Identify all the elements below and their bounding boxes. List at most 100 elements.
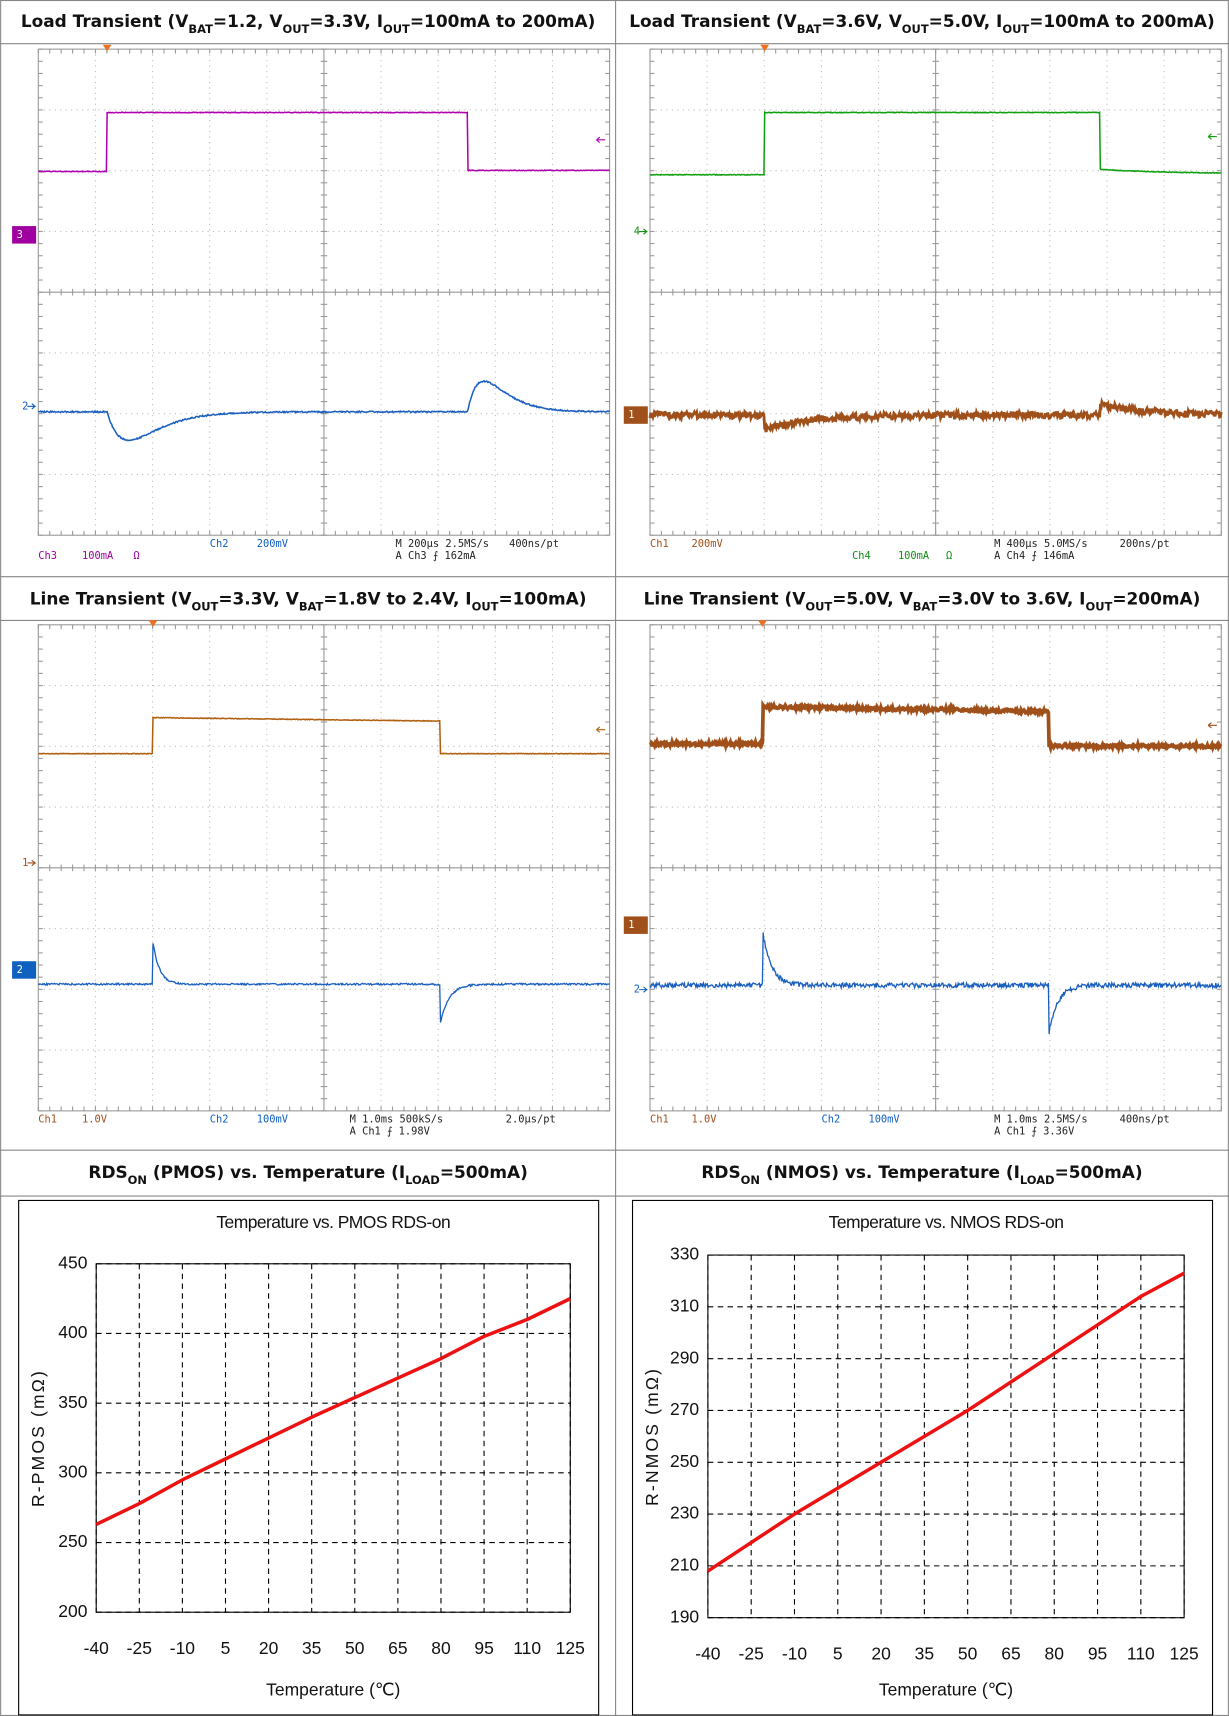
scope-readout: 1.0V [692,1114,717,1126]
channel-marker: 1 [628,919,634,931]
subscript: OUT [282,21,309,35]
x-tick-label: 95 [1088,1643,1107,1663]
scope-readout: A Ch4 ⨍ 146mA [994,550,1075,562]
scope-readout: M 400µs 5.0MS/s [994,538,1088,550]
scope-readout: A Ch3 ⨍ 162mA [395,550,476,562]
heading-text: =5.0V, V [832,589,913,609]
heading-text: =500mA) [1055,1162,1143,1182]
y-tick-label: 230 [670,1503,699,1523]
channel-marker: 2 [17,964,23,976]
subscript: OUT [191,599,218,613]
y-tick-label: 300 [58,1461,87,1481]
subscript: OUT [805,599,832,613]
heading-text: =500mA) [440,1162,528,1182]
scope-readout: Ch1 [38,1114,57,1126]
x-tick-label: 125 [556,1638,585,1658]
heading-text: =100mA) [498,589,586,609]
scope-readout: Ch4 [852,550,871,562]
channel-marker: 1 [628,409,634,421]
scope-readout: Ch2 [821,1114,840,1126]
y-tick-label: 250 [58,1531,87,1551]
heading-text: (NMOS) vs. Temperature (I [760,1162,1020,1182]
scope-readout: Ch2 [210,538,229,550]
x-tick-label: 35 [302,1638,321,1658]
x-tick-label: -40 [695,1643,721,1663]
scope-readout: M 1.0ms 500kS/s [350,1114,444,1126]
datasheet-page: Load Transient (VBAT=1.2, VOUT=3.3V, IOU… [0,0,1229,1716]
y-tick-label: 200 [58,1601,87,1621]
scope-readout: A Ch1 ⨍ 3.36V [994,1126,1074,1138]
subscript: OUT [472,599,499,613]
heading-text: RDS [701,1162,740,1182]
x-tick-label: 125 [1170,1643,1199,1663]
scope-readout: Ω [133,550,139,562]
x-tick-label: 20 [259,1638,279,1658]
subscript: LOAD [1020,1173,1055,1187]
x-tick-label: -25 [739,1643,764,1663]
heading-text: =100mA to 200mA) [1029,11,1215,31]
y-tick-label: 330 [670,1244,699,1264]
chart-title: Temperature vs. NMOS RDS-on [829,1212,1064,1232]
x-tick-label: 110 [1127,1643,1155,1663]
heading-text: =3.0V to 3.6V, I [937,589,1085,609]
heading-text: (PMOS) vs. Temperature (I [147,1162,405,1182]
x-tick-label: -25 [127,1638,152,1658]
scope-readout: Ch1 [650,1114,669,1126]
y-tick-label: 270 [670,1399,699,1419]
y-axis-label: R-NMOS (mΩ) [642,1367,662,1506]
heading-text: =100mA to 200mA) [410,11,596,31]
heading-text: Line Transient (V [644,589,807,609]
heading-text: Load Transient (V [21,11,189,31]
y-axis-label: R-PMOS (mΩ) [28,1369,48,1507]
heading-text: =200mA) [1112,589,1200,609]
x-axis-label: Temperature (℃) [266,1679,400,1699]
heading-text: =3.6V, V [821,11,902,31]
scope-readout: Ch3 [38,550,57,562]
subscript: OUT [383,21,410,35]
scope-readout: 200mV [692,538,723,550]
subscript: BAT [913,599,938,613]
scope-readout: 200mV [257,538,288,550]
x-tick-label: 50 [958,1643,978,1663]
heading-text: Load Transient (V [629,11,797,31]
subscript: ON [741,1173,760,1187]
x-tick-label: 80 [1045,1643,1065,1663]
channel-marker: 3 [17,229,23,241]
heading-text: =5.0V, I [929,11,1003,31]
scope-readout: 200ns/pt [1120,538,1170,550]
heading-text: =1.8V to 2.4V, I [323,589,471,609]
y-tick-label: 250 [670,1451,699,1471]
x-tick-label: 95 [474,1638,493,1658]
subscript: OUT [1002,21,1029,35]
heading-text: =3.3V, I [309,11,383,31]
chart-title: Temperature vs. PMOS RDS-on [216,1212,450,1232]
x-tick-label: -10 [170,1638,196,1658]
y-tick-label: 190 [670,1606,699,1626]
x-tick-label: 110 [513,1638,541,1658]
scope-readout: Ω [946,550,952,562]
scope-readout: Ch1 [650,538,669,550]
scope-readout: 100mV [257,1114,288,1126]
subscript: BAT [188,21,213,35]
scope-readout: 1.0V [82,1114,107,1126]
y-tick-label: 450 [58,1252,87,1272]
subscript: BAT [797,21,822,35]
x-tick-label: 65 [388,1638,407,1658]
scope-readout: 400ns/pt [1120,1114,1170,1126]
y-tick-label: 290 [670,1347,699,1367]
scope-readout: 400ns/pt [509,538,559,550]
y-tick-label: 210 [670,1554,699,1574]
scope-readout: 100mV [868,1114,899,1126]
x-tick-label: -40 [84,1638,110,1658]
x-tick-label: 80 [431,1638,451,1658]
scope-readout: M 1.0ms 2.5MS/s [994,1114,1088,1126]
x-tick-label: -10 [782,1643,808,1663]
heading-text: RDS [88,1162,127,1182]
x-tick-label: 65 [1001,1643,1020,1663]
y-tick-label: 350 [58,1392,87,1412]
subscript: OUT [902,21,929,35]
x-tick-label: 50 [345,1638,365,1658]
